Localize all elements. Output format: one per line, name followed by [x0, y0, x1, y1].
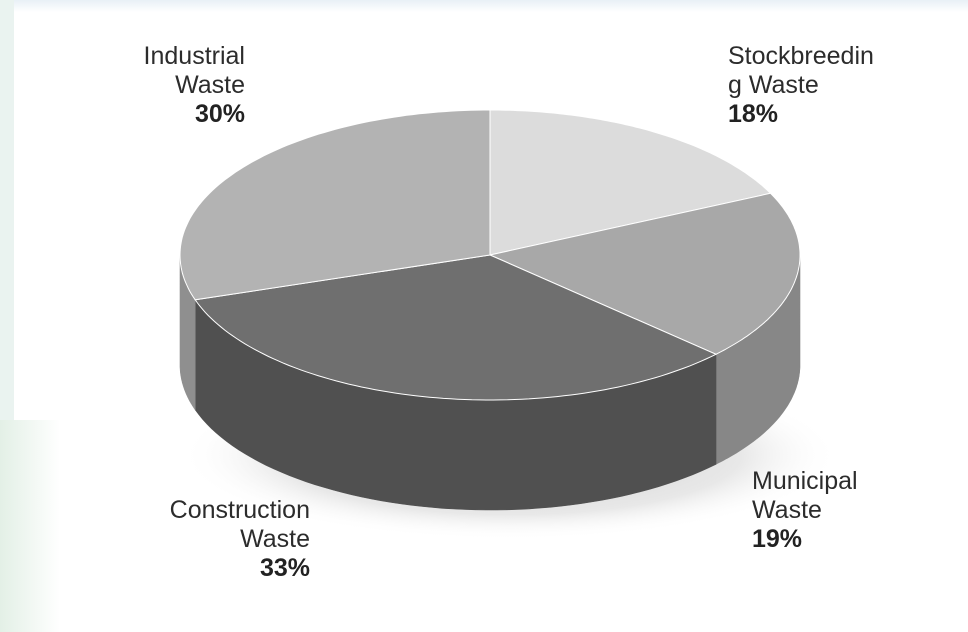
label-municipal-line2: Waste [752, 496, 822, 524]
label-industrial-percent: 30% [194, 100, 245, 128]
label-municipal-waste: Municipal Waste 19% [752, 467, 952, 554]
label-industrial-waste: Industrial Waste 30% [60, 42, 245, 129]
pie-tops [179, 109, 801, 401]
pie-slice-stockbreeding-waste [489, 109, 772, 256]
label-stockbreeding-percent: 18% [728, 100, 779, 128]
label-stockbreeding-line1: Stockbreedin [728, 42, 874, 70]
pie-slice-constructionwaste [194, 254, 718, 401]
label-construction-waste: Construction Waste 33% [60, 496, 310, 583]
label-stockbreeding-waste: Stockbreedin g Waste 18% [728, 42, 958, 129]
label-municipal-percent: 19% [752, 525, 803, 553]
label-industrial-line2: Waste [175, 71, 245, 99]
pie-slice-municipalwaste [488, 192, 801, 355]
background-top-band [0, 0, 968, 12]
label-construction-line1: Construction [169, 496, 310, 524]
background-left-tint [0, 420, 60, 632]
label-municipal-line1: Municipal [752, 467, 858, 495]
label-industrial-line1: Industrial [143, 42, 245, 70]
label-construction-line2: Waste [240, 525, 310, 553]
label-stockbreeding-line2: g Waste [728, 71, 819, 99]
pie-slice-industrialwaste [179, 109, 491, 301]
label-construction-percent: 33% [259, 554, 310, 582]
